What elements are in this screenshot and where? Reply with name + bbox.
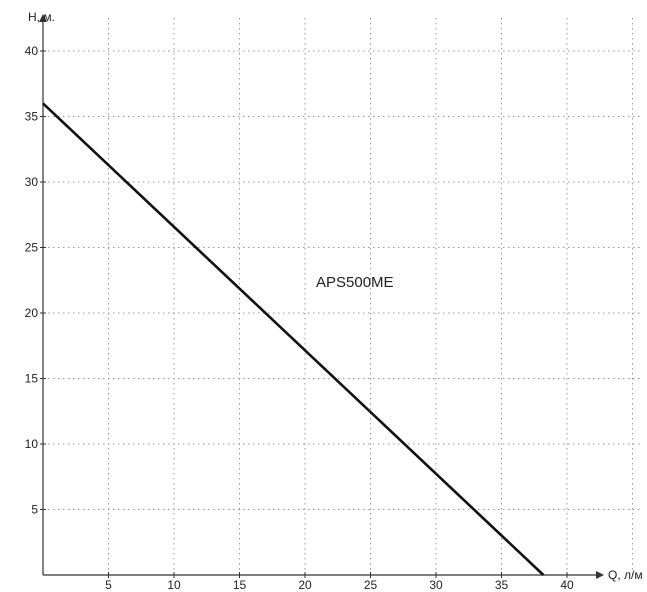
axes <box>39 14 604 579</box>
y-tick-label: 35 <box>25 110 39 124</box>
x-tick-label: 30 <box>429 578 443 592</box>
x-tick-label: 35 <box>495 578 509 592</box>
y-axis-title: H, м. <box>28 10 55 24</box>
y-tick-label: 40 <box>25 44 39 58</box>
series-line <box>42 102 545 576</box>
x-axis-arrow <box>596 571 604 579</box>
y-tick-label: 5 <box>31 503 38 517</box>
ticks: 5 10 15 20 25 30 35 40 5 10 15 20 25 30 35 40 <box>25 44 574 592</box>
x-tick-label: 40 <box>560 578 574 592</box>
x-tick-label: 5 <box>105 578 112 592</box>
x-axis-title: Q, л/м <box>608 568 643 582</box>
x-tick-label: 25 <box>364 578 378 592</box>
x-tick-label: 20 <box>298 578 312 592</box>
y-tick-label: 10 <box>25 437 39 451</box>
x-tick-label: 15 <box>233 578 247 592</box>
x-tick-label: 10 <box>167 578 181 592</box>
y-tick-label: 25 <box>25 241 39 255</box>
y-axis-arrow <box>39 14 47 22</box>
y-tick-label: 15 <box>25 372 39 386</box>
series-group <box>42 102 545 576</box>
series-label: APS500ME <box>316 274 394 291</box>
y-tick-label: 30 <box>25 175 39 189</box>
grid <box>43 18 640 575</box>
y-tick-label: 20 <box>25 306 39 320</box>
